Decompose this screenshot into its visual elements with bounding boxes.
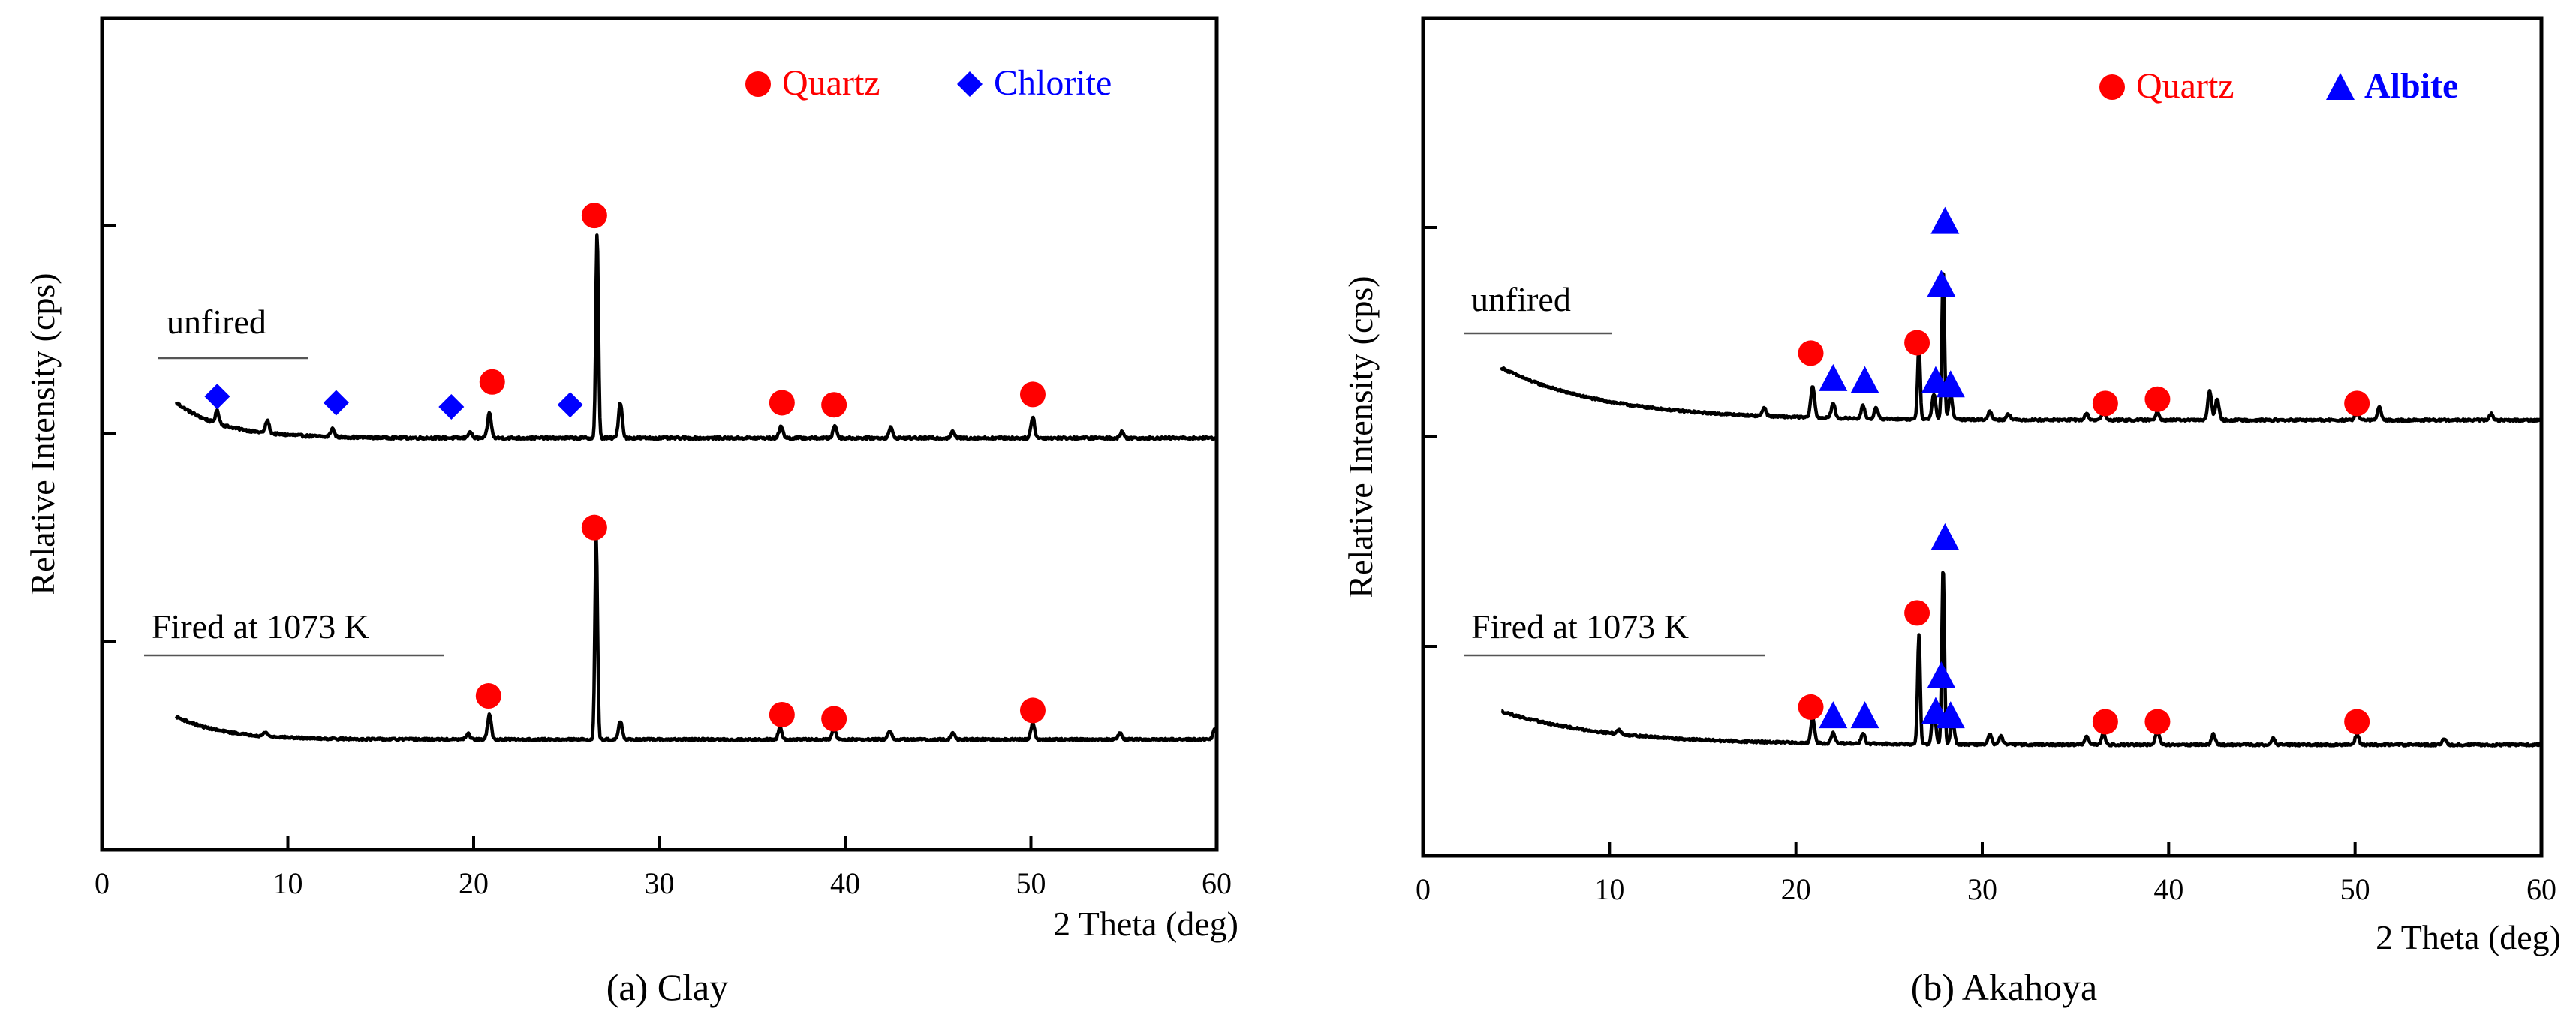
akahoya-fired-trace [1500, 571, 2543, 748]
clay-plot-frame [100, 16, 1219, 852]
akahoya-unfired-quartz-marker [1798, 340, 1824, 366]
akahoya-unfired-trace [1500, 272, 2543, 423]
akahoya-unfired-albite-marker [1927, 270, 1956, 297]
akahoya-chart-panel: 0 10 20 30 40 50 60 2 Theta (deg) Relative Inten… [1341, 16, 2561, 1008]
clay-chart-panel: 0 10 20 30 40 50 60 2 Theta (deg) Relative Inten… [23, 16, 1238, 1008]
clay-x-tick-label: 0 [95, 866, 110, 900]
akahoya-x-tick-label: 40 [2153, 872, 2183, 906]
akahoya-x-axis-label: 2 Theta (deg) [2376, 918, 2561, 956]
akahoya-x-tick-label: 20 [1781, 872, 1811, 906]
akahoya-fired-quartz-marker [2092, 709, 2118, 735]
akahoya-unfired-quartz-marker [2144, 386, 2171, 412]
akahoya-unfired-albite-marker [1936, 370, 1965, 398]
clay-x-axis-label: 2 Theta (deg) [1053, 905, 1238, 943]
clay-x-tick-label: 50 [1016, 866, 1046, 900]
clay-fired-quartz-marker [475, 683, 501, 709]
akahoya-fired-quartz-marker [1904, 600, 1930, 626]
akahoya-x-tick-label: 0 [1416, 872, 1431, 906]
clay-fired-quartz-marker [821, 706, 847, 732]
clay-unfired-label: unfired [167, 303, 266, 341]
clay-fired-quartz-marker [581, 514, 607, 541]
clay-x-tick-label: 10 [273, 866, 303, 900]
akahoya-fired-albite-marker [1930, 523, 1960, 550]
clay-legend-chlorite-label: Chlorite [994, 63, 1112, 103]
clay-x-tick-label: 40 [830, 866, 860, 900]
akahoya-unfired-quartz-marker [2344, 390, 2370, 417]
clay-legend-quartz-label: Quartz [782, 63, 880, 103]
akahoya-fired-albite-marker [1819, 701, 1848, 729]
akahoya-fired-albite-marker [1927, 661, 1956, 689]
akahoya-unfired-label: unfired [1471, 280, 1571, 318]
clay-legend-chlorite-marker [957, 71, 983, 97]
akahoya-unfired-albite-marker [1850, 366, 1879, 393]
akahoya-legend-quartz-label: Quartz [2136, 66, 2234, 106]
clay-y-axis-label: Relative Intensity (cps) [23, 273, 62, 595]
clay-unfired-trace [174, 233, 1218, 441]
clay-unfired-chlorite-marker [204, 384, 230, 410]
clay-caption: (a) Clay [606, 966, 728, 1008]
clay-x-tick-label: 60 [1202, 866, 1232, 900]
akahoya-fired-quartz-marker [2344, 709, 2370, 735]
clay-unfired-quartz-marker [479, 369, 505, 395]
clay-fired-trace [174, 534, 1219, 742]
akahoya-fired-quartz-marker [2144, 709, 2171, 735]
akahoya-caption: (b) Akahoya [1911, 966, 2098, 1008]
clay-x-tick-label: 20 [459, 866, 489, 900]
akahoya-fired-quartz-marker [1798, 694, 1824, 720]
akahoya-fired-albite-marker [1850, 701, 1879, 729]
akahoya-fired-albite-marker [1936, 701, 1965, 729]
akahoya-y-axis-label: Relative Intensity (cps) [1341, 276, 1380, 598]
clay-fired-label: Fired at 1073 K [152, 607, 369, 646]
clay-unfired-quartz-marker [581, 203, 607, 229]
clay-unfired-chlorite-marker [438, 393, 465, 420]
akahoya-unfired-quartz-marker [1904, 330, 1930, 356]
clay-legend-quartz-marker [745, 71, 771, 97]
akahoya-legend-albite-marker [2326, 73, 2355, 100]
akahoya-fired-label: Fired at 1073 K [1471, 607, 1689, 646]
clay-x-tick-label: 30 [645, 866, 675, 900]
akahoya-legend-albite-label: Albite [2364, 66, 2458, 106]
akahoya-x-tick-label: 50 [2340, 872, 2370, 906]
clay-unfired-quartz-marker [821, 392, 847, 418]
akahoya-unfired-albite-marker [1819, 363, 1848, 391]
clay-unfired-quartz-marker [1019, 381, 1046, 408]
akahoya-x-tick-label: 10 [1594, 872, 1624, 906]
clay-fired-quartz-marker [769, 701, 795, 727]
akahoya-x-tick-label: 30 [1967, 872, 1997, 906]
clay-fired-quartz-marker [1019, 697, 1046, 724]
akahoya-unfired-albite-marker [1930, 206, 1960, 234]
akahoya-unfired-quartz-marker [2092, 390, 2118, 417]
clay-unfired-chlorite-marker [557, 392, 583, 418]
clay-unfired-chlorite-marker [323, 390, 349, 416]
akahoya-legend-quartz-marker [2099, 74, 2125, 100]
akahoya-x-tick-label: 60 [2526, 872, 2556, 906]
clay-unfired-quartz-marker [769, 390, 795, 416]
